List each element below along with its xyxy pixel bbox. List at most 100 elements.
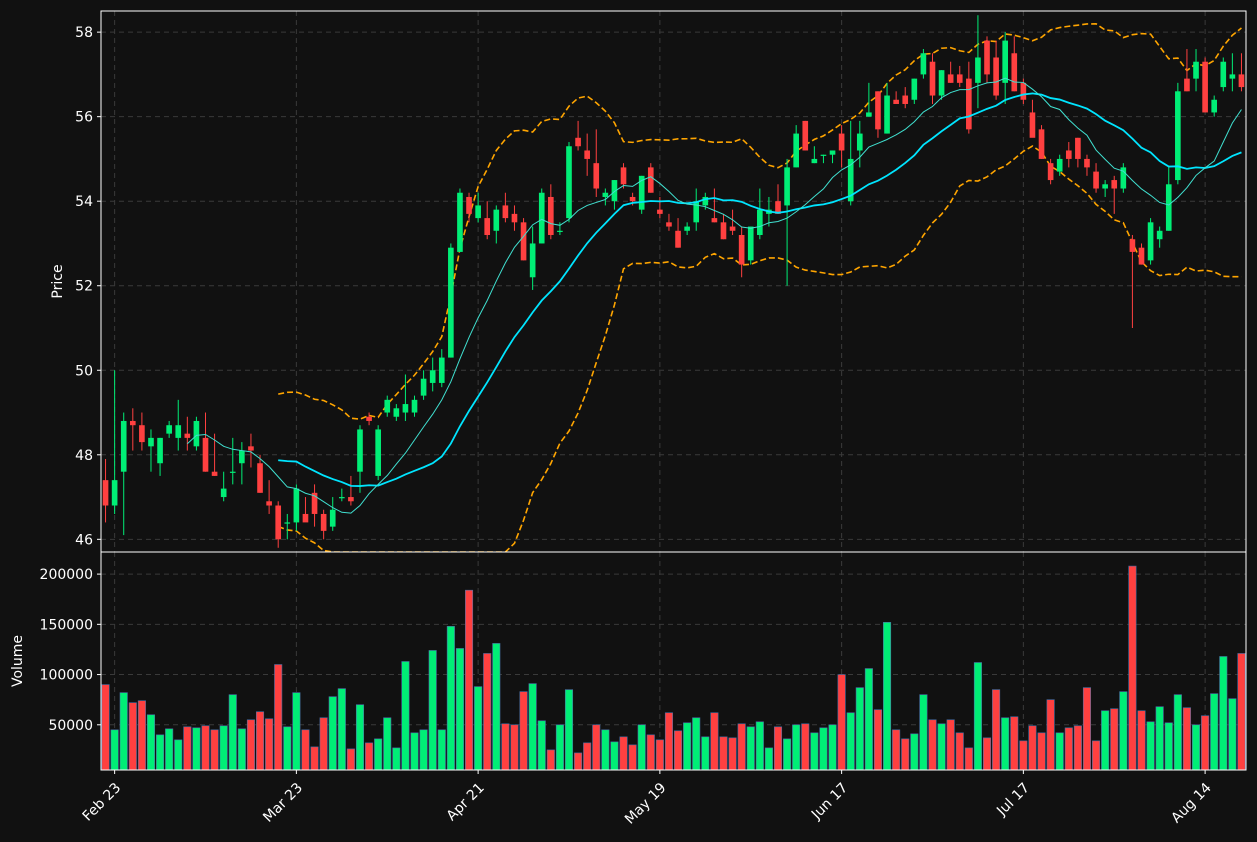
candle-body: [1184, 78, 1190, 92]
candle-body: [211, 471, 218, 476]
volume-bar: [392, 747, 401, 771]
candle-body: [811, 158, 818, 164]
volume-bar: [119, 692, 128, 771]
volume-bar: [1237, 653, 1246, 771]
volume-bar: [982, 737, 992, 771]
candle-body: [584, 150, 590, 159]
candle-body: [593, 163, 600, 189]
candle-body: [529, 243, 536, 278]
candle-body: [820, 154, 827, 156]
candle-body: [666, 222, 672, 227]
price-tick-label: 58: [75, 25, 93, 41]
volume-bar: [901, 738, 910, 771]
candle-body: [1002, 40, 1009, 83]
volume-bar: [855, 687, 864, 771]
candle-body: [402, 404, 409, 413]
volume-bar: [764, 747, 773, 771]
volume-bar: [355, 704, 365, 771]
candle-body: [938, 70, 945, 96]
candle-body: [993, 57, 999, 96]
candle-body: [602, 192, 609, 197]
candle-body: [1220, 61, 1227, 88]
candle-body: [311, 492, 318, 514]
volume-bar: [365, 742, 374, 771]
volume-bar: [1037, 732, 1046, 771]
candle-body: [429, 370, 436, 383]
volume-bar: [283, 726, 292, 771]
price-tick-label: 46: [75, 532, 93, 548]
candle-body: [1175, 91, 1181, 181]
moving-averages: [186, 77, 1242, 514]
candle-body: [129, 420, 136, 426]
candle-body: [275, 505, 282, 540]
candle-body: [1065, 150, 1072, 159]
candle-body: [357, 429, 363, 472]
candle-body: [856, 133, 863, 151]
volume-bar: [755, 721, 764, 771]
price-panel: 46 48 50 52 54 56 58 Price: [50, 10, 1247, 553]
volume-bar: [428, 650, 437, 771]
volume-bar: [437, 729, 446, 771]
candle-body: [875, 91, 881, 130]
candle-body: [257, 463, 263, 493]
candle-body: [747, 226, 754, 261]
volume-bar: [773, 726, 783, 771]
volume-bar: [864, 668, 873, 771]
volume-bar: [1092, 740, 1101, 771]
volume-bar: [319, 717, 328, 771]
candle-body: [729, 226, 736, 231]
candle-body: [420, 378, 427, 396]
candle-body: [411, 399, 418, 413]
volume-bar: [474, 686, 483, 771]
candle-body: [611, 180, 618, 202]
candle-body: [784, 167, 790, 206]
candle-body: [956, 74, 963, 83]
candle-body: [220, 488, 227, 498]
candle-body: [1211, 99, 1218, 113]
volume-bar: [992, 689, 1001, 771]
candle-body: [975, 57, 981, 83]
volume-bar: [628, 744, 637, 771]
candle-body: [1056, 158, 1063, 172]
volume-bar: [883, 622, 892, 771]
volume-bar: [337, 688, 346, 771]
volume-bar: [483, 653, 492, 771]
volume-bar: [564, 689, 574, 771]
candle-body: [548, 196, 554, 236]
candle-body: [175, 425, 182, 438]
candle-body: [102, 480, 109, 506]
volume-bar: [492, 643, 501, 771]
volume-y-ticks: 50000 100000 150000 200000: [40, 567, 101, 734]
volume-bar: [783, 738, 792, 771]
candle-body: [384, 399, 391, 413]
price-candles: [102, 15, 1245, 548]
candle-body: [1147, 222, 1154, 261]
volume-bar: [246, 719, 255, 771]
volume-bar: [1201, 715, 1210, 771]
volume-bar: [1110, 708, 1119, 771]
candle-body: [438, 357, 445, 383]
moving-average-short: [186, 77, 1242, 514]
volume-bar: [419, 729, 428, 771]
volume-bar: [1219, 656, 1228, 771]
candle-body: [457, 192, 463, 252]
volume-bar: [183, 726, 192, 771]
candle-body: [111, 480, 118, 506]
candle-body: [302, 513, 309, 523]
candle-body: [620, 167, 627, 185]
candle-body: [393, 408, 400, 417]
candle-body: [893, 99, 899, 104]
candle-body: [248, 446, 254, 451]
candle-body: [348, 497, 354, 502]
volume-bar: [674, 730, 683, 771]
moving-average-long: [278, 92, 1242, 487]
volume-bar: [1046, 699, 1055, 771]
volume-bar: [110, 729, 119, 771]
candle-body: [1011, 53, 1018, 92]
volume-tick-label: 100000: [40, 668, 93, 684]
volume-bar: [219, 725, 228, 771]
volume-bar: [1182, 707, 1191, 771]
volume-bar: [819, 727, 828, 771]
volume-bar: [210, 729, 219, 771]
volume-bar: [265, 718, 274, 771]
